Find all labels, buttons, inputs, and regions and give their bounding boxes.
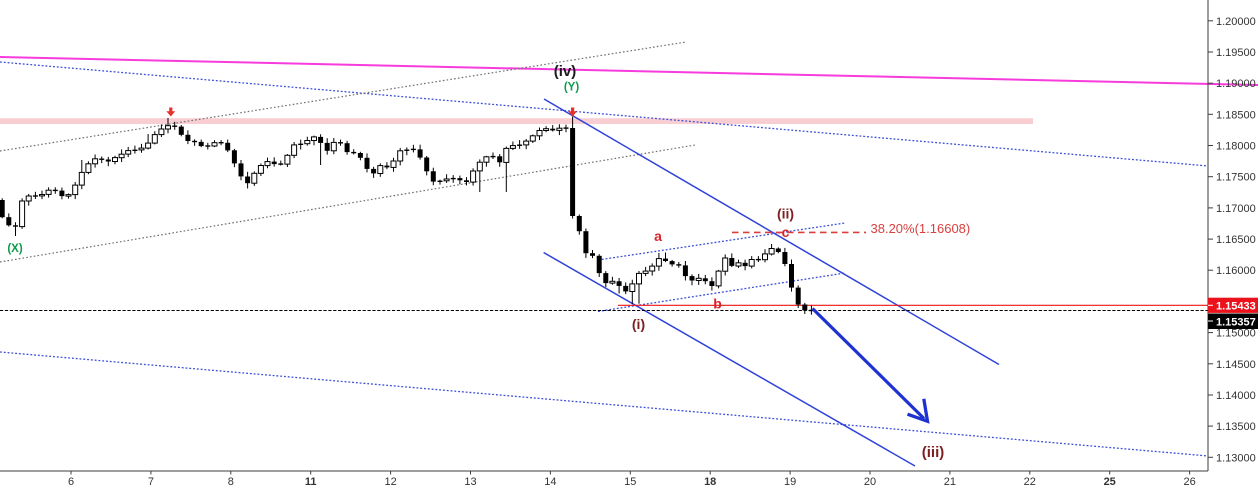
- svg-text:1.18000: 1.18000: [1216, 141, 1256, 153]
- svg-text:1.13500: 1.13500: [1216, 421, 1256, 433]
- svg-text:13: 13: [464, 476, 476, 488]
- svg-text:7: 7: [148, 476, 154, 488]
- svg-text:(Y): (Y): [564, 82, 580, 94]
- svg-text:1.18500: 1.18500: [1216, 109, 1256, 121]
- svg-text:25: 25: [1104, 476, 1116, 488]
- svg-text:15: 15: [624, 476, 636, 488]
- svg-text:c: c: [782, 224, 790, 240]
- svg-text:b: b: [713, 296, 722, 312]
- svg-text:11: 11: [305, 476, 317, 488]
- svg-text:1.15357: 1.15357: [1216, 316, 1256, 328]
- svg-text:1.13000: 1.13000: [1216, 452, 1256, 464]
- svg-text:14: 14: [544, 476, 556, 488]
- svg-text:(i): (i): [632, 316, 645, 332]
- svg-text:22: 22: [1024, 476, 1036, 488]
- svg-text:26: 26: [1183, 476, 1195, 488]
- svg-text:6: 6: [68, 476, 74, 488]
- svg-text:1.17500: 1.17500: [1216, 172, 1256, 184]
- svg-text:21: 21: [944, 476, 956, 488]
- svg-text:(iv): (iv): [554, 63, 577, 80]
- svg-text:(X): (X): [7, 243, 23, 255]
- svg-text:1.14000: 1.14000: [1216, 390, 1256, 402]
- svg-text:1.20000: 1.20000: [1216, 16, 1256, 28]
- svg-text:1.16000: 1.16000: [1216, 265, 1256, 277]
- svg-text:1.19500: 1.19500: [1216, 47, 1256, 59]
- svg-text:38.20%(1.16608): 38.20%(1.16608): [871, 221, 971, 236]
- svg-text:(ii): (ii): [777, 206, 794, 222]
- svg-text:1.15000: 1.15000: [1216, 328, 1256, 340]
- svg-text:1.17000: 1.17000: [1216, 203, 1256, 215]
- svg-text:1.14500: 1.14500: [1216, 359, 1256, 371]
- svg-text:(iii): (iii): [922, 444, 945, 461]
- svg-text:19: 19: [784, 476, 796, 488]
- svg-text:20: 20: [864, 476, 876, 488]
- svg-text:12: 12: [384, 476, 396, 488]
- svg-text:1.15433: 1.15433: [1216, 301, 1256, 313]
- svg-text:a: a: [654, 228, 662, 244]
- svg-text:1.16500: 1.16500: [1216, 234, 1256, 246]
- svg-text:1.19000: 1.19000: [1216, 78, 1256, 90]
- svg-text:8: 8: [228, 476, 234, 488]
- svg-text:18: 18: [704, 476, 716, 488]
